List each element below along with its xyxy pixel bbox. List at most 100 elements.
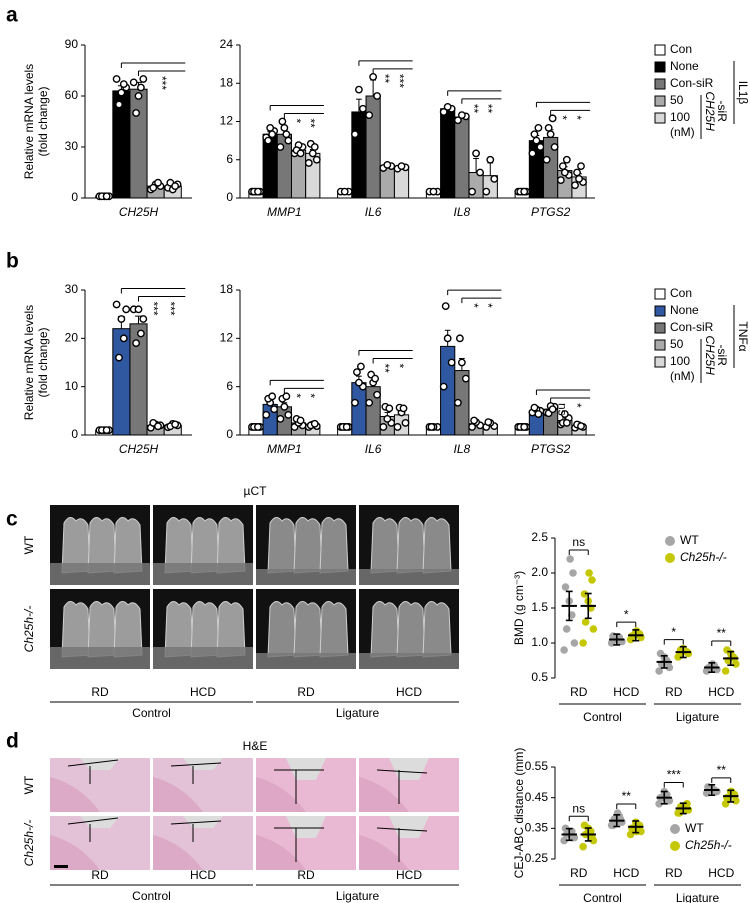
data-point — [457, 358, 466, 367]
significance-label: * — [624, 607, 629, 621]
data-point — [254, 187, 262, 196]
data-point — [468, 187, 476, 196]
legend-label: Con — [670, 286, 692, 300]
y-tick-label: 2.5 — [531, 530, 548, 544]
data-point — [561, 583, 570, 591]
y-tick-label: 12 — [220, 114, 234, 128]
data-point — [351, 398, 359, 407]
x-tick-label: RD — [570, 866, 588, 880]
data-point — [486, 155, 495, 164]
bone — [256, 569, 356, 585]
data-point — [560, 646, 568, 654]
significance-label: ns — [572, 801, 585, 815]
data-point — [171, 420, 180, 429]
legend-marker — [670, 824, 680, 834]
data-point — [112, 300, 121, 309]
data-point — [613, 809, 622, 817]
y-axis-title: Relative mRNA levels — [22, 64, 36, 179]
data-point — [132, 339, 141, 348]
data-point — [102, 192, 111, 201]
data-point — [566, 827, 574, 836]
data-point — [276, 143, 285, 151]
legend-label: WT — [680, 533, 699, 547]
data-point — [571, 181, 579, 190]
y-tick-label: 0.25 — [525, 851, 549, 865]
bar — [112, 328, 131, 436]
tissue — [359, 776, 409, 812]
data-point — [550, 143, 559, 151]
legend-label: Con-siR — [670, 76, 714, 90]
data-point — [383, 160, 392, 169]
data-point — [310, 143, 319, 151]
group-label: Ligature — [336, 889, 380, 903]
data-point — [580, 821, 589, 830]
data-point — [280, 123, 289, 132]
data-point — [680, 806, 688, 814]
data-point — [119, 80, 128, 89]
data-point — [520, 187, 529, 196]
tooth — [293, 517, 323, 574]
data-point — [566, 555, 574, 563]
significance-label: * — [671, 625, 676, 639]
tissue — [50, 834, 100, 870]
data-point — [443, 334, 452, 343]
legend-stimulus: TNFα — [736, 321, 750, 351]
x-tick-label: HCD — [708, 866, 734, 880]
data-point — [569, 569, 577, 577]
column-label: HCD — [396, 685, 422, 699]
data-point — [441, 302, 450, 311]
y-tick-label: 0.45 — [525, 790, 549, 804]
data-point — [117, 315, 126, 323]
panel-label: a — [6, 4, 18, 27]
legend-label: Ch25h-/- — [680, 550, 727, 564]
row-label: WT — [22, 775, 36, 794]
tooth — [190, 601, 220, 658]
data-point — [570, 639, 579, 647]
y-tick-label: 6 — [226, 152, 233, 166]
data-point — [632, 627, 641, 635]
x-tick-label: IL6 — [365, 205, 382, 219]
bone — [256, 653, 356, 669]
tooth — [267, 517, 297, 574]
significance-label: *** — [164, 302, 178, 316]
data-point — [304, 159, 313, 167]
bar — [290, 149, 307, 199]
data-point — [102, 426, 111, 435]
data-point — [588, 576, 596, 584]
y-axis-title: (fold change) — [36, 86, 50, 156]
tooth — [87, 601, 117, 658]
data-point — [585, 569, 593, 577]
bone — [153, 563, 253, 585]
scale-bar — [54, 865, 68, 868]
y-tick-label: 10 — [65, 379, 79, 393]
data-point — [453, 116, 462, 125]
column-label: HCD — [190, 685, 216, 699]
y-tick-label: 6 — [226, 379, 233, 393]
data-point — [577, 162, 585, 171]
significance-label: * — [556, 115, 570, 120]
data-point — [520, 423, 529, 431]
data-point — [264, 136, 273, 145]
data-point — [573, 168, 581, 177]
data-point — [439, 382, 448, 391]
data-point — [280, 402, 289, 411]
x-tick-label: RD — [570, 685, 588, 699]
data-point — [115, 100, 123, 109]
x-tick-label: IL8 — [454, 205, 471, 219]
x-tick-label: RD — [665, 866, 683, 880]
tooth — [61, 601, 91, 658]
data-point — [399, 404, 408, 413]
data-point — [134, 92, 143, 100]
legend-marker — [670, 841, 680, 851]
data-point — [340, 187, 349, 196]
data-point — [569, 833, 577, 842]
measure-line — [67, 759, 119, 767]
tooth — [370, 517, 400, 574]
data-point — [373, 390, 382, 399]
row-label: Ch25h-/- — [22, 820, 36, 867]
tooth — [267, 601, 297, 658]
data-point — [558, 162, 567, 171]
x-tick-label: IL6 — [365, 442, 382, 456]
y-tick-label: 0.55 — [525, 759, 549, 773]
x-tick-label: CH25H — [119, 205, 159, 219]
